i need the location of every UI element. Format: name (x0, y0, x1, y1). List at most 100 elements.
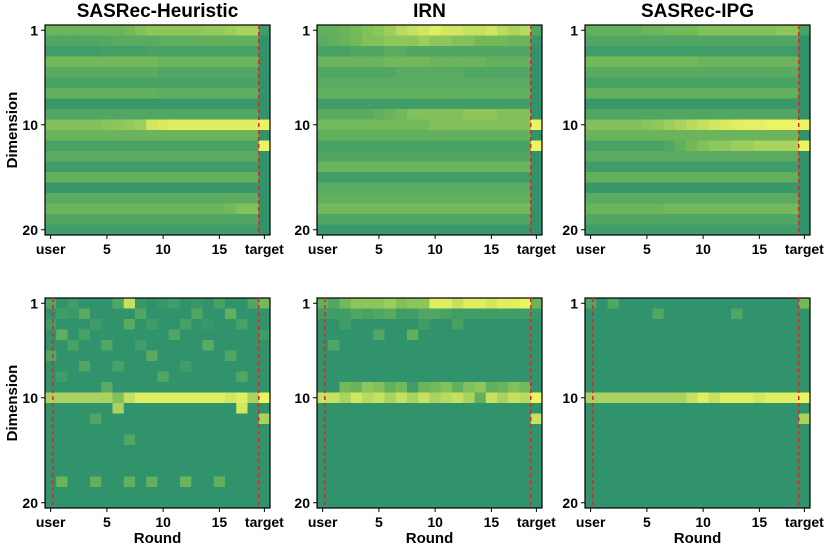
heatmap-cell (720, 319, 732, 330)
heatmap-cell (731, 413, 743, 425)
heatmap-cell (787, 130, 800, 141)
heatmap-cell (652, 182, 665, 194)
heatmap-cell (731, 224, 743, 236)
heatmap-cell (180, 77, 192, 89)
heatmap-cell (56, 497, 68, 509)
heatmap-cell (395, 151, 408, 162)
heatmap-cell (67, 434, 80, 446)
heatmap-cell (596, 140, 608, 152)
heatmap-cell (497, 476, 509, 488)
heatmap-cell (418, 308, 430, 320)
heatmap-cell (146, 487, 158, 498)
heatmap-cell (362, 130, 374, 141)
heatmap-cell (78, 35, 91, 47)
heatmap-cell (384, 476, 397, 488)
heatmap-cell (247, 224, 260, 236)
heatmap-cell (765, 56, 777, 68)
heatmap-cell (123, 403, 136, 414)
heatmap-cell (236, 224, 248, 236)
heatmap-cell (742, 88, 755, 99)
heatmap-cell (135, 182, 147, 194)
heatmap-cell (339, 424, 352, 435)
heatmap-cell (508, 424, 520, 435)
heatmap-cell (585, 25, 597, 36)
heatmap-cell (407, 224, 419, 236)
heatmap-cell (146, 88, 158, 99)
heatmap-cell (742, 350, 755, 362)
heatmap-cell (686, 392, 698, 404)
heatmap-cell (440, 77, 453, 89)
heatmap-cell (596, 109, 608, 120)
heatmap-cell (418, 392, 430, 404)
heatmap-cell (317, 319, 329, 330)
heatmap-cell (395, 434, 408, 446)
heatmap-cell (56, 371, 68, 383)
heatmap-cell (90, 382, 102, 393)
heatmap-cell (146, 119, 158, 131)
heatmap-cell (675, 340, 687, 351)
y-axis-label: Dimension (4, 92, 21, 169)
heatmap-cell (641, 361, 653, 372)
heatmap-cell (485, 361, 498, 372)
heatmap-cell (213, 392, 226, 404)
heatmap-cell (418, 340, 430, 351)
heatmap-cell (630, 151, 642, 162)
heatmap-cell (474, 319, 487, 330)
heatmap-cell (168, 224, 181, 236)
heatmap-cell (663, 25, 676, 36)
heatmap-cell (652, 308, 665, 320)
y-tick-label: 20 (562, 495, 578, 511)
heatmap-cell (474, 308, 487, 320)
heatmap-cell (731, 203, 743, 215)
heatmap-cell (686, 109, 698, 120)
heatmap-cell (440, 67, 453, 78)
heatmap-cell (112, 172, 125, 183)
heatmap-cell (675, 56, 687, 68)
heatmap-cell (225, 455, 237, 467)
heatmap-cell (708, 382, 721, 393)
heatmap-cell (596, 77, 608, 89)
heatmap-cell (452, 497, 464, 509)
heatmap-cell (362, 298, 374, 309)
heatmap-cell (675, 151, 687, 162)
heatmap-cell (753, 56, 766, 68)
heatmap-cell (168, 298, 181, 309)
heatmap-cell (67, 371, 80, 383)
heatmap-cell (429, 403, 442, 414)
heatmap-cell (101, 182, 113, 194)
heatmap-cell (101, 109, 113, 120)
heatmap-cell (731, 161, 743, 173)
heatmap-cell (328, 151, 340, 162)
heatmap-cell (213, 424, 226, 435)
heatmap-cell (317, 67, 329, 78)
heatmap-cell (798, 434, 811, 446)
heatmap-cell (585, 77, 597, 89)
heatmap-cell (720, 497, 732, 509)
heatmap-cell (123, 329, 136, 341)
heatmap-cell (798, 203, 811, 215)
heatmap-cell (742, 151, 755, 162)
heatmap-cell (247, 56, 260, 68)
heatmap-cell (765, 361, 777, 372)
heatmap-cell (384, 340, 397, 351)
heatmap-cell (350, 130, 363, 141)
heatmap-cell (776, 361, 788, 372)
heatmap-cell (418, 371, 430, 383)
heatmap-cell (418, 361, 430, 372)
heatmap-cell (697, 361, 710, 372)
heatmap-cell (407, 203, 419, 215)
heatmap-cell (236, 140, 248, 152)
heatmap-cell (452, 455, 464, 467)
heatmap-cell (585, 361, 597, 372)
heatmap-cell (753, 329, 766, 341)
heatmap-cell (191, 130, 203, 141)
heatmap-cell (157, 497, 170, 509)
heatmap-cell (686, 382, 698, 393)
heatmap-cell (585, 371, 597, 383)
heatmap-cell (112, 361, 125, 372)
heatmap-cell (607, 350, 620, 362)
heatmap-cell (530, 424, 543, 435)
heatmap-cell (519, 445, 532, 456)
heatmap-cell (429, 182, 442, 194)
heatmap-cell (720, 434, 732, 446)
